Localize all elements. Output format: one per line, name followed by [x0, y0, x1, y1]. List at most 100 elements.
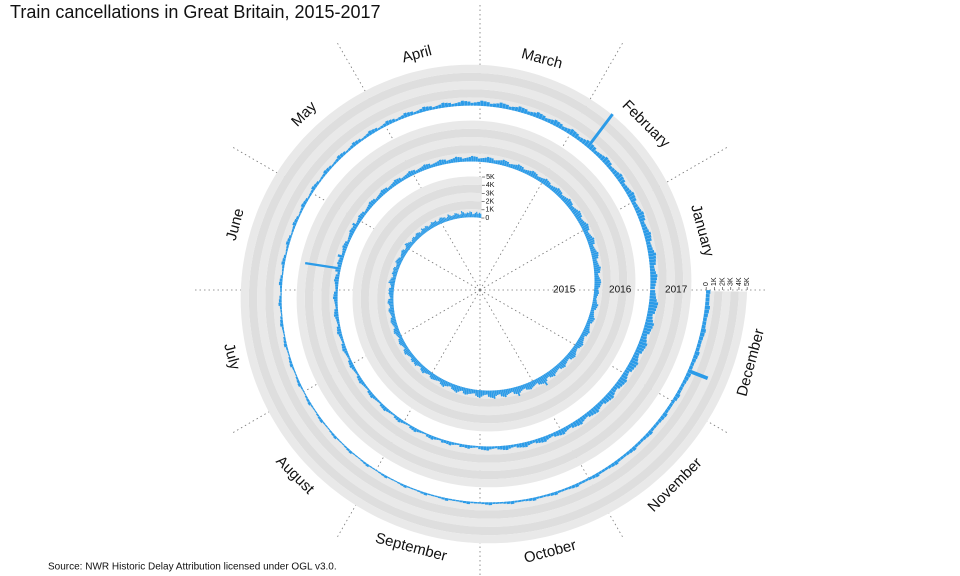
bar	[535, 378, 541, 385]
bar	[520, 107, 525, 114]
y-tick-label: 2K	[486, 198, 495, 205]
bar	[582, 225, 590, 231]
bar	[592, 260, 598, 264]
bar	[523, 383, 529, 391]
bar	[401, 250, 407, 255]
bar	[598, 400, 604, 406]
bar	[624, 369, 630, 374]
bar	[491, 390, 494, 399]
bar	[537, 377, 543, 385]
bar	[430, 435, 434, 440]
bar	[324, 424, 328, 428]
bar	[389, 306, 394, 309]
bar	[525, 382, 531, 390]
bar	[569, 350, 577, 356]
bar	[636, 211, 645, 217]
bar	[590, 311, 595, 314]
bar	[505, 104, 509, 110]
bar	[535, 175, 540, 181]
bar	[593, 262, 599, 266]
bar	[374, 397, 378, 401]
bar	[591, 474, 597, 479]
bar	[441, 159, 445, 165]
bar	[571, 484, 576, 489]
month-label: April	[400, 42, 433, 66]
bar	[410, 355, 416, 361]
bar	[410, 354, 415, 359]
bar	[650, 274, 658, 278]
bar	[380, 189, 386, 195]
bar	[608, 389, 616, 396]
bar	[421, 106, 427, 112]
bar	[455, 213, 459, 219]
bar	[366, 206, 371, 210]
bar	[496, 390, 499, 396]
bar	[540, 375, 549, 386]
bar	[421, 431, 425, 434]
bar	[334, 311, 339, 315]
bar	[312, 407, 316, 411]
bar	[592, 301, 598, 305]
bar	[512, 164, 516, 169]
bar	[557, 429, 563, 436]
bar	[582, 330, 589, 335]
grid-band	[265, 89, 723, 519]
bar	[400, 254, 405, 258]
bar	[400, 419, 404, 424]
bar	[393, 328, 400, 333]
bar	[348, 234, 353, 238]
bar	[576, 136, 581, 141]
bar	[379, 402, 384, 407]
bar	[336, 328, 342, 332]
bar	[446, 216, 450, 221]
bar	[537, 176, 542, 182]
bar	[455, 385, 459, 393]
bar	[564, 487, 569, 491]
bar	[551, 186, 556, 192]
bar	[662, 412, 668, 418]
bar	[545, 435, 550, 441]
bar	[701, 324, 706, 329]
bar	[588, 316, 595, 321]
bar	[596, 402, 603, 408]
bar	[696, 343, 701, 348]
bar	[288, 356, 292, 361]
bar	[418, 363, 422, 367]
bar	[330, 432, 335, 437]
bar	[508, 106, 512, 111]
bar	[338, 333, 343, 337]
bar	[579, 336, 585, 340]
bar	[622, 185, 628, 190]
bar	[526, 441, 531, 446]
bar	[397, 417, 402, 423]
bar	[518, 442, 523, 448]
bar	[588, 241, 595, 247]
bar	[341, 252, 345, 256]
bar	[302, 200, 308, 205]
bar	[430, 164, 434, 168]
bar	[411, 357, 417, 363]
bar	[647, 307, 657, 312]
bar	[438, 218, 443, 224]
bar	[447, 214, 451, 221]
bar	[382, 406, 388, 412]
bar	[674, 392, 681, 399]
bar	[413, 359, 419, 365]
bar	[690, 361, 695, 367]
bar	[589, 313, 595, 316]
bar	[606, 161, 613, 168]
bar	[702, 320, 707, 326]
bar	[404, 243, 411, 249]
month-label: June	[223, 207, 248, 243]
bar	[591, 307, 597, 311]
bar	[387, 301, 394, 304]
bar	[393, 329, 400, 335]
bar	[421, 165, 426, 171]
bar	[576, 340, 584, 346]
bar	[390, 183, 395, 188]
bar	[436, 221, 440, 225]
bar	[659, 415, 665, 421]
bar	[351, 141, 357, 147]
bar	[593, 150, 598, 155]
bar	[571, 208, 577, 214]
